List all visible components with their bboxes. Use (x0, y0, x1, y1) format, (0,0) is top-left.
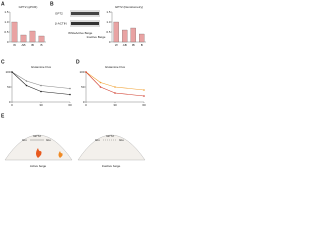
y-tick-label: 0.5 (4, 30, 9, 34)
panel-label: E (1, 113, 5, 119)
point (40, 90, 42, 93)
y-tick-label: 0.5 (106, 30, 111, 34)
chart-title: Glutamine Flux (105, 65, 126, 69)
cell-label: Inactive beige (102, 164, 121, 168)
x-tick-label: 60 (142, 103, 146, 107)
y-tick-label: 1.0 (4, 20, 9, 24)
blot-band (71, 12, 99, 15)
panel-label: A (1, 1, 5, 7)
bar (29, 30, 36, 43)
point (143, 95, 145, 97)
enzyme: GPT2 (106, 134, 114, 138)
x-tick-label: B (40, 43, 42, 47)
group-label: Active Beige (76, 31, 93, 35)
node: Gln (22, 138, 27, 142)
x-tick-label: B (141, 43, 143, 47)
bar (139, 33, 145, 43)
line (11, 71, 71, 95)
line (11, 71, 71, 89)
band-label: GPT2 (55, 11, 63, 15)
flame-icon (58, 151, 63, 158)
point (114, 86, 116, 88)
panel-label: D (76, 59, 80, 65)
x-tick-label: AB (21, 43, 25, 47)
chart-title: Glutamine Flux (31, 65, 52, 69)
x-tick-label: IB (132, 43, 135, 47)
x-tick-label: 60 (68, 103, 72, 107)
group-label: Inactive Beige (87, 35, 106, 39)
y-tick-label: 50 (7, 85, 11, 89)
y-tick-label: 50 (81, 85, 85, 89)
enzyme: GPT2 (33, 134, 41, 138)
y-tick-label: 0 (83, 100, 85, 104)
cell (77, 135, 146, 161)
y-tick-label: 100 (5, 70, 10, 74)
point (25, 84, 28, 87)
cell-label: Active beige (30, 164, 47, 168)
schematic: Active beige Inactive beige Gln Glu GPT2… (4, 134, 146, 168)
flame-icon (36, 148, 42, 158)
blot-band (71, 22, 99, 25)
y-tick-label: 1.5 (4, 10, 9, 14)
point (25, 80, 28, 82)
group-label: White (68, 31, 76, 35)
node: Gln (95, 138, 100, 142)
x-tick-label: 30 (113, 103, 117, 107)
chart-title: GPT2 (qPCR) (19, 5, 38, 9)
line (85, 71, 145, 97)
panel-label: C (1, 59, 5, 65)
y-tick-label: 0 (7, 40, 9, 44)
point (99, 86, 102, 88)
point (143, 89, 145, 91)
line (85, 71, 145, 91)
panel-label: B (50, 1, 54, 7)
bar (38, 35, 45, 43)
bar (122, 29, 128, 43)
point (85, 71, 87, 73)
x-tick-label: W (115, 43, 118, 47)
node: Glu (119, 138, 124, 142)
point (114, 92, 116, 94)
x-tick-label: 0 (85, 103, 87, 107)
band-label: β-ACTIN (55, 21, 67, 25)
x-tick-label: IB (31, 43, 34, 47)
bar (11, 21, 18, 43)
bar (20, 34, 27, 43)
point (11, 71, 13, 73)
y-tick-label: 100 (79, 70, 84, 74)
bar (113, 21, 119, 43)
node: Glu (46, 138, 51, 142)
point (99, 81, 102, 84)
page: A B C D E GPT2 β-ACTIN White Active Beig… (1, 1, 146, 168)
y-tick-label: 1.0 (106, 20, 111, 24)
x-tick-label: W (13, 43, 16, 47)
blot: GPT2 β-ACTIN White Active Beige Inactive… (55, 10, 106, 39)
y-tick-label: 0 (9, 100, 11, 104)
point (69, 87, 71, 90)
x-tick-label: 0 (11, 103, 13, 107)
cell (4, 135, 73, 161)
x-tick-label: 30 (39, 103, 43, 107)
y-tick-label: 1.5 (106, 10, 111, 14)
y-tick-label: 0 (109, 40, 111, 44)
x-tick-label: AB (123, 43, 127, 47)
point (69, 93, 71, 96)
figure: A B C D E GPT2 β-ACTIN White Active Beig… (1, 1, 146, 168)
bar (130, 27, 136, 43)
chart-title: GPT2 (Densitometry) (115, 5, 143, 9)
point (40, 84, 42, 87)
